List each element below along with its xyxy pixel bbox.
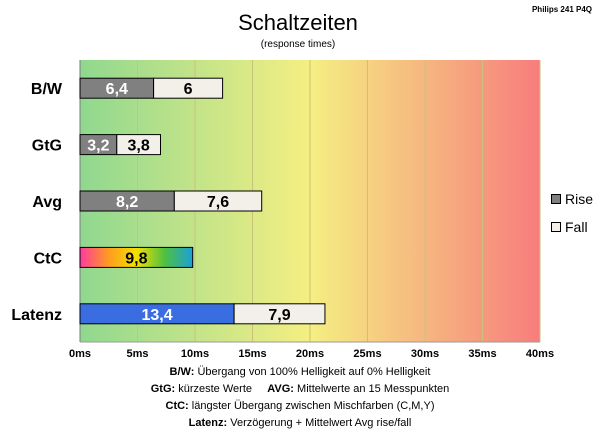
note-ctc: CtC: längster Übergang zwischen Mischfar… bbox=[0, 398, 600, 415]
legend-rise-swatch bbox=[551, 194, 561, 204]
chart-subtitle: (response times) bbox=[261, 39, 335, 50]
legend-rise: Rise bbox=[551, 191, 593, 207]
note-bw: B/W: Übergang von 100% Helligkeit auf 0%… bbox=[0, 364, 600, 381]
x-tick-label: 25ms bbox=[353, 348, 381, 360]
note-bw-key: B/W: bbox=[169, 366, 195, 378]
bar-fall-label: 7,6 bbox=[207, 194, 229, 211]
bar-fall bbox=[153, 77, 224, 99]
note-ctc-key: CtC: bbox=[165, 400, 189, 412]
bar-rise-label: 13,4 bbox=[141, 307, 172, 324]
chart-title: Schaltzeiten bbox=[238, 10, 358, 35]
legend-fall-label: Fall bbox=[565, 219, 588, 235]
x-tick-label: 30ms bbox=[411, 348, 439, 360]
x-axis: 0ms 5ms 10ms 15ms 20ms 25ms 30ms 35ms 40ms bbox=[69, 341, 554, 360]
note-gtg-text: kürzeste Werte bbox=[175, 383, 252, 395]
y-axis: B/W GtG Avg CtC Latenz bbox=[11, 81, 63, 324]
x-tick-label: 20ms bbox=[296, 348, 324, 360]
bar-fall-label: 6 bbox=[184, 81, 193, 98]
legend-fall-swatch bbox=[551, 222, 561, 232]
bar-fall-label: 7,9 bbox=[268, 307, 290, 324]
x-tick-label: 35ms bbox=[468, 348, 496, 360]
note-latenz-key: Latenz: bbox=[188, 417, 228, 429]
bar-rise-label: 3,2 bbox=[87, 138, 109, 155]
note-latenz: Latenz: Verzögerung + Mittelwert Avg ris… bbox=[0, 415, 600, 432]
legend-fall: Fall bbox=[551, 219, 588, 235]
note-gtg-avg: GtG: kürzeste Werte AVG: Mittelwerte an … bbox=[0, 381, 600, 398]
bar-fall-label: 3,8 bbox=[128, 138, 150, 155]
x-tick-label: 0ms bbox=[69, 348, 91, 360]
note-avg-key: AVG: bbox=[267, 383, 294, 395]
bars-group: 6,4 6 3,2 3,8 8,2 7,6 9,8 13,4 7,9 bbox=[79, 77, 326, 325]
bar-fall bbox=[233, 303, 326, 325]
note-bw-text: Übergang von 100% Helligkeit auf 0% Hell… bbox=[194, 366, 431, 378]
x-tick-label: 15ms bbox=[238, 348, 266, 360]
note-latenz-text: Verzögerung + Mittelwert Avg rise/fall bbox=[227, 417, 412, 429]
y-category-label: CtC bbox=[34, 250, 63, 267]
bar-fall bbox=[173, 190, 263, 212]
bar-fall bbox=[116, 134, 162, 156]
y-category-label: GtG bbox=[32, 138, 62, 155]
notes-block: B/W: Übergang von 100% Helligkeit auf 0%… bbox=[0, 364, 600, 432]
note-ctc-text: längster Übergang zwischen Mischfarben (… bbox=[188, 400, 435, 412]
legend-rise-label: Rise bbox=[565, 191, 594, 207]
bar-ctc-label: 9,8 bbox=[125, 250, 147, 267]
note-gtg-key: GtG: bbox=[150, 383, 176, 395]
note-avg-text: Mittelwerte an 15 Messpunkten bbox=[293, 383, 450, 395]
y-category-label: Latenz bbox=[11, 307, 62, 324]
model-label: Philips 241 P4Q bbox=[532, 5, 592, 14]
bar-rise-label: 6,4 bbox=[106, 81, 128, 98]
bar-rise-label: 8,2 bbox=[116, 194, 138, 211]
x-tick-label: 40ms bbox=[526, 348, 554, 360]
x-tick-label: 10ms bbox=[181, 348, 209, 360]
x-tick-label: 5ms bbox=[126, 348, 148, 360]
y-category-label: B/W bbox=[31, 81, 63, 98]
y-category-label: Avg bbox=[32, 194, 62, 211]
bar-ctc bbox=[79, 246, 194, 268]
